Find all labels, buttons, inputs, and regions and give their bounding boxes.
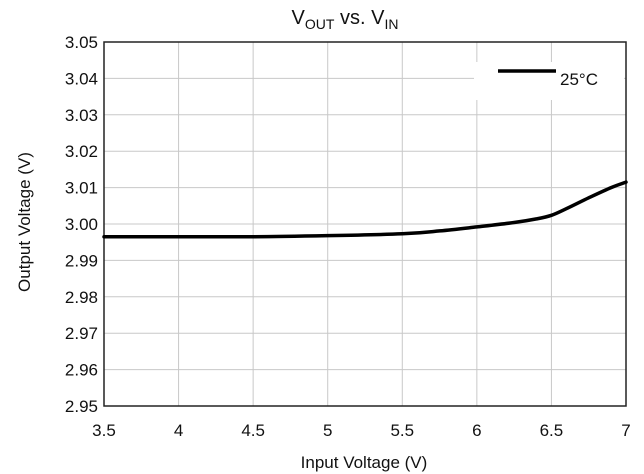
y-axis-ticks: 3.05 3.04 3.03 3.02 3.01 3.00 2.99 2.98 2.97 2.96… [65,33,98,416]
y-axis-label: Output Voltage (V) [15,152,34,292]
title-subscript-in: IN [384,16,398,32]
y-tick-label: 3.00 [65,215,98,234]
x-axis-label: Input Voltage (V) [301,453,428,472]
grid [103,41,627,407]
y-tick-label: 3.02 [65,142,98,161]
y-tick-label: 2.98 [65,288,98,307]
y-tick-label: 3.03 [65,106,98,125]
y-tick-label: 3.04 [65,69,98,88]
x-tick-label: 5.5 [390,421,414,440]
x-tick-label: 4.5 [241,421,265,440]
x-axis-ticks: 3.5 4 4.5 5 5.5 6 6.5 7 [92,421,631,440]
x-tick-label: 7 [621,421,630,440]
x-tick-label: 4 [174,421,183,440]
y-tick-label: 3.05 [65,33,98,52]
x-tick-label: 3.5 [92,421,116,440]
y-tick-label: 2.99 [65,251,98,270]
y-tick-label: 2.95 [65,397,98,416]
x-tick-label: 6 [472,421,481,440]
legend: 25°C [474,62,624,100]
title-main: V [292,7,306,29]
x-tick-label: 5 [323,421,332,440]
title-middle: vs. V [334,7,385,29]
y-tick-label: 2.96 [65,361,98,380]
chart-title: VOUT vs. VIN [292,7,399,32]
legend-background [474,62,624,100]
y-tick-label: 3.01 [65,179,98,198]
plot-area [103,41,627,407]
series-line-0 [102,180,628,239]
title-subscript-out: OUT [305,16,335,32]
legend-label-25c: 25°C [560,70,598,89]
y-tick-label: 2.97 [65,324,98,343]
x-tick-label: 6.5 [540,421,564,440]
series-layer [102,180,628,239]
